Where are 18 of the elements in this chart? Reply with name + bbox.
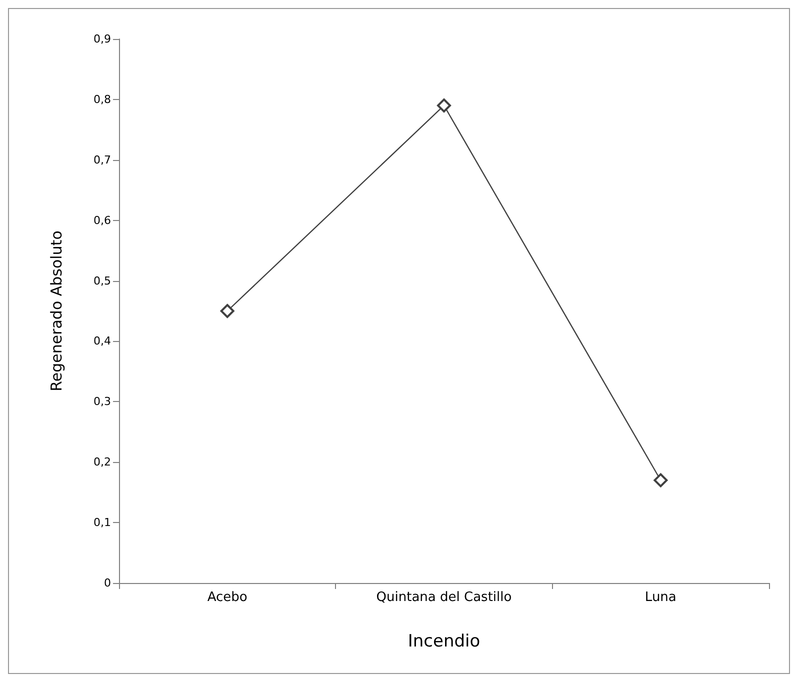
point	[654, 473, 668, 488]
y-tick-label: 0,2	[94, 456, 111, 469]
x-axis-title: Incendio	[408, 632, 480, 652]
y-tick-label: 0,1	[94, 516, 111, 530]
y-tick-label: 0,8	[94, 92, 111, 106]
x-tick-label: Acebo	[207, 590, 248, 605]
y-tick-label: 0,7	[94, 153, 111, 166]
y-tick-label: 0,5	[94, 274, 111, 288]
point	[220, 304, 234, 318]
x-tick-label: Quintana del Castillo	[376, 590, 512, 605]
y-axis-title: Regenerado Absoluto	[48, 230, 66, 392]
y-tick-label: 0	[104, 576, 111, 590]
point	[437, 98, 451, 112]
y-tick-label: 0,6	[94, 214, 111, 227]
x-tick-label: Luna	[644, 590, 676, 605]
y-tick-label: 0,9	[94, 32, 111, 46]
y-tick-label: 0,3	[94, 395, 111, 408]
y-tick-label: 0,4	[94, 334, 111, 348]
